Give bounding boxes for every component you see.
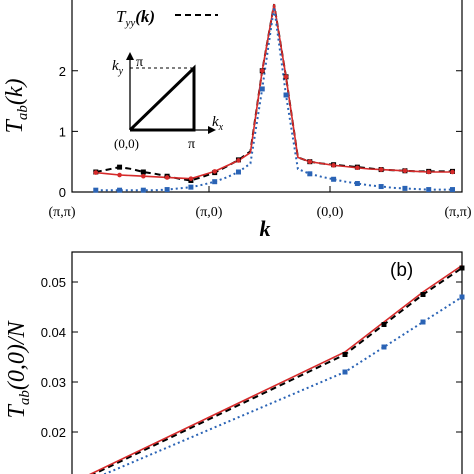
data-point xyxy=(307,171,313,177)
x-tick-label: (π,π) xyxy=(49,205,76,220)
panel-a-series xyxy=(95,3,453,192)
panel-a-legend: Tyy(k) xyxy=(116,7,218,29)
data-point xyxy=(426,187,432,193)
inset-pi-right: π xyxy=(188,137,195,152)
data-point xyxy=(212,179,218,185)
data-point xyxy=(93,170,99,175)
data-point xyxy=(93,187,99,193)
data-point xyxy=(420,292,426,297)
data-point xyxy=(117,187,123,193)
y-tick-label: 0.05 xyxy=(41,275,66,290)
inset-pi-top: π xyxy=(136,55,143,70)
inset-ky-label: ky xyxy=(112,58,124,77)
data-point xyxy=(283,74,289,80)
data-point xyxy=(381,322,387,327)
series-line-dotted-blue xyxy=(95,6,453,192)
series-line-solid-red xyxy=(95,3,453,180)
panel-a-x-axis-title: k xyxy=(260,216,271,241)
inset-origin-label: (0,0) xyxy=(114,136,139,151)
y-tick-label: 1 xyxy=(59,124,66,139)
panel-b-frame xyxy=(71,251,463,474)
inset-bz-path: ky π kx π (0,0) xyxy=(112,52,224,152)
panel-a-ticks: 0 1 2 (π,π) (π,0) (0,0) (π,π) xyxy=(49,64,472,220)
data-point xyxy=(355,165,360,171)
y-tick-label: 0 xyxy=(59,185,66,200)
panel-b-markers xyxy=(342,265,465,375)
data-point xyxy=(342,352,348,357)
inset-path-triangle xyxy=(128,64,196,132)
data-point xyxy=(235,169,241,175)
data-point xyxy=(402,185,408,191)
data-point xyxy=(188,176,194,181)
series-line-dotted-blue xyxy=(102,296,463,474)
data-point xyxy=(354,181,360,187)
data-point xyxy=(331,176,337,182)
y-tick-label: 0.02 xyxy=(41,425,66,440)
panel-b-series xyxy=(88,264,463,474)
data-point xyxy=(140,169,146,175)
panel-b: 0.010.020.030.040.05 (b) Tab(0,0)/N xyxy=(4,251,465,474)
data-point xyxy=(164,175,170,180)
panel-a-y-axis-title: Tab(k) xyxy=(2,78,31,133)
series-line-dashed-black xyxy=(91,267,463,474)
data-point xyxy=(450,169,455,175)
data-point xyxy=(141,173,146,179)
data-point xyxy=(140,187,146,193)
series-line-dashed-black xyxy=(95,3,453,182)
data-point xyxy=(378,167,384,172)
y-tick-label: 0.04 xyxy=(41,325,66,340)
panel-b-ticks: 0.010.020.030.040.05 xyxy=(41,275,462,440)
data-point xyxy=(212,169,217,174)
data-point xyxy=(342,369,348,375)
x-tick-label: (π,0) xyxy=(196,205,223,220)
data-point xyxy=(459,265,465,271)
x-tick-label: (π,π) xyxy=(445,205,472,220)
data-point xyxy=(378,184,384,190)
series-line-solid-red xyxy=(88,264,463,474)
legend-label: Tyy(k) xyxy=(116,7,155,29)
data-point xyxy=(283,92,289,98)
data-point xyxy=(307,159,313,164)
inset-kx-label: kx xyxy=(212,114,224,133)
panel-b-y-axis-title: Tab(0,0)/N xyxy=(4,320,33,419)
data-point xyxy=(420,319,426,325)
data-point xyxy=(331,163,336,168)
data-point xyxy=(117,164,123,170)
y-tick-label: 2 xyxy=(59,64,66,79)
panel-a-frame xyxy=(71,0,463,193)
x-tick-label: (0,0) xyxy=(317,205,344,220)
data-point xyxy=(188,184,194,190)
inset-ky-arrowhead xyxy=(126,52,134,60)
panel-a-markers xyxy=(93,68,455,193)
inset-kx-arrowhead xyxy=(208,126,216,134)
data-point xyxy=(381,344,387,350)
panel-b-label: (b) xyxy=(390,260,413,281)
data-point xyxy=(402,168,408,174)
data-point xyxy=(117,172,122,178)
y-tick-label: 0.03 xyxy=(41,375,66,390)
data-point xyxy=(426,169,432,175)
data-point xyxy=(259,68,265,74)
data-point xyxy=(449,187,455,193)
data-point xyxy=(459,294,465,300)
panel-a: 012(π,π) (π,0) (0,0) (π,π) Tab(k) k Tyy(k) … xyxy=(2,0,472,241)
data-point xyxy=(236,158,241,163)
data-point xyxy=(164,187,170,193)
data-point xyxy=(259,86,265,92)
